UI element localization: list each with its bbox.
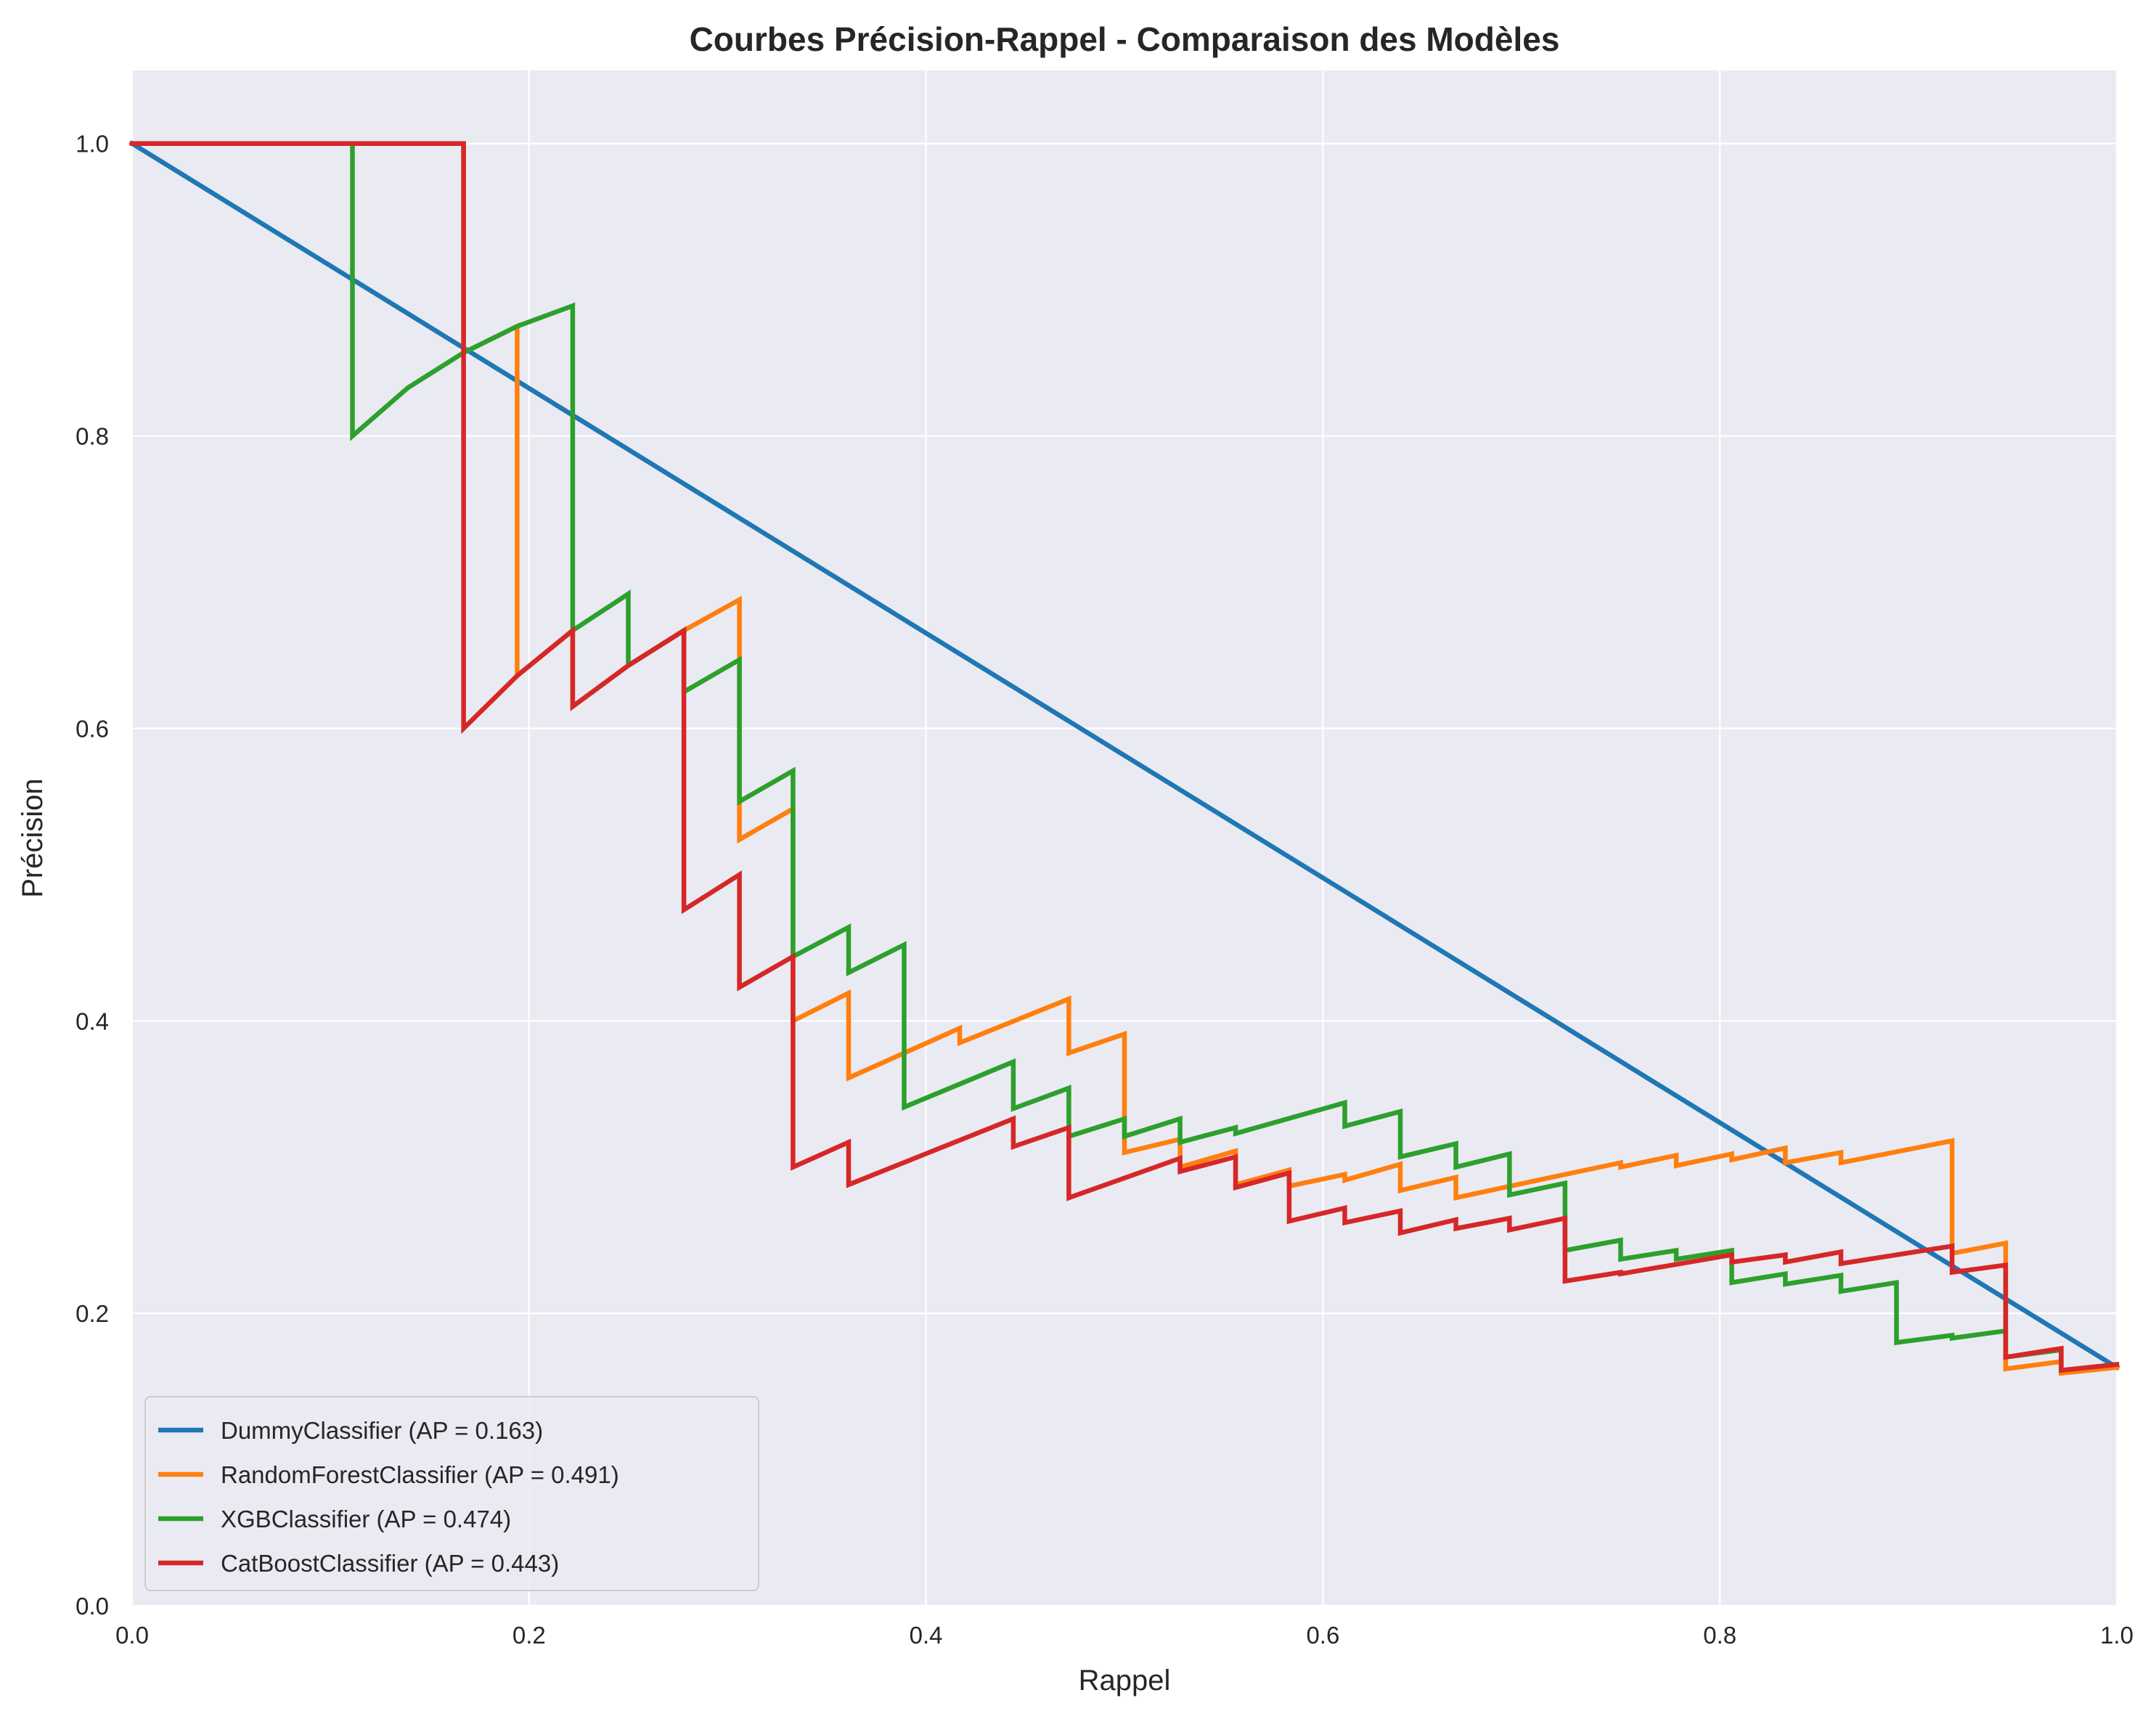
y-tick-label: 0.2 (75, 1300, 109, 1327)
legend-label-0: DummyClassifier (AP = 0.163) (221, 1417, 543, 1444)
x-tick-label: 0.6 (1306, 1622, 1339, 1649)
legend: DummyClassifier (AP = 0.163) RandomForest… (144, 1396, 759, 1591)
grid (131, 70, 2118, 1607)
y-tick-label: 0.0 (75, 1593, 109, 1620)
x-tick-label: 0.2 (513, 1622, 546, 1649)
y-axis-label: Précision (17, 778, 49, 898)
legend-label-2: XGBClassifier (AP = 0.474) (221, 1506, 511, 1532)
plot-area (132, 70, 2117, 1606)
y-tick-label: 0.4 (75, 1008, 109, 1034)
series-lines (128, 140, 2120, 1376)
y-tick-label: 0.8 (75, 423, 109, 450)
y-tick-label: 1.0 (75, 131, 109, 158)
x-tick-label: 0.0 (115, 1622, 149, 1649)
x-tick-label: 0.4 (910, 1622, 943, 1649)
x-axis-label: Rappel (1079, 1665, 1171, 1696)
legend-label-3: CatBoostClassifier (AP = 0.443) (221, 1550, 559, 1577)
series-line-3 (129, 141, 2120, 1373)
chart-title: Courbes Précision-Rappel - Comparaison d… (690, 20, 1560, 58)
x-tick-label: 0.8 (1703, 1622, 1736, 1649)
tick-labels: 0.0 0.2 0.4 0.6 0.8 1.0 0.0 0.2 0.4 0.6 0.8 1.0 (75, 131, 2133, 1649)
y-tick-label: 0.6 (75, 715, 109, 742)
legend-label-1: RandomForestClassifier (AP = 0.491) (221, 1461, 619, 1488)
x-tick-label: 1.0 (2100, 1622, 2133, 1649)
legend-box (144, 1396, 759, 1591)
series-line-1 (129, 141, 2120, 1376)
